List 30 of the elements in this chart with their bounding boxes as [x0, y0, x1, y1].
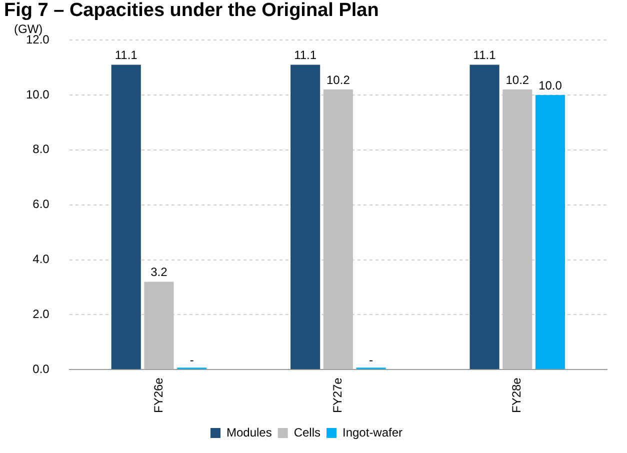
y-tick-label: 2.0	[32, 307, 50, 322]
legend-label: Ingot-wafer	[342, 425, 403, 440]
chart-title: Fig 7 – Capacities under the Original Plan	[4, 0, 379, 22]
x-tick-label: FY27e	[330, 377, 344, 414]
y-tick-label: 10.0	[26, 87, 50, 102]
legend-label: Modules	[226, 425, 272, 440]
data-label: -	[190, 352, 194, 367]
bar	[323, 89, 353, 370]
y-tick-label: 0.0	[32, 362, 50, 376]
data-label: 10.2	[326, 72, 350, 87]
data-label: 10.0	[538, 78, 562, 92]
bar	[144, 282, 174, 370]
y-tick-label: 6.0	[32, 197, 50, 212]
data-label: -	[369, 352, 374, 367]
bar	[470, 64, 500, 370]
data-label: 3.2	[150, 265, 168, 280]
x-tick-label: FY26e	[151, 377, 166, 414]
y-axis-title: (GW)	[14, 22, 43, 36]
legend-label: Cells	[294, 425, 320, 440]
data-label: 11.1	[114, 48, 138, 62]
data-label: 10.2	[506, 72, 530, 87]
data-label: 11.1	[473, 48, 496, 62]
bar	[502, 89, 532, 370]
bar	[535, 94, 566, 370]
data-label: 11.1	[294, 48, 317, 62]
x-tick-label: FY28e	[510, 377, 524, 414]
y-tick-label: 8.0	[32, 142, 50, 156]
bar	[111, 64, 141, 370]
y-tick-label: 4.0	[32, 252, 50, 266]
bar	[290, 64, 320, 370]
